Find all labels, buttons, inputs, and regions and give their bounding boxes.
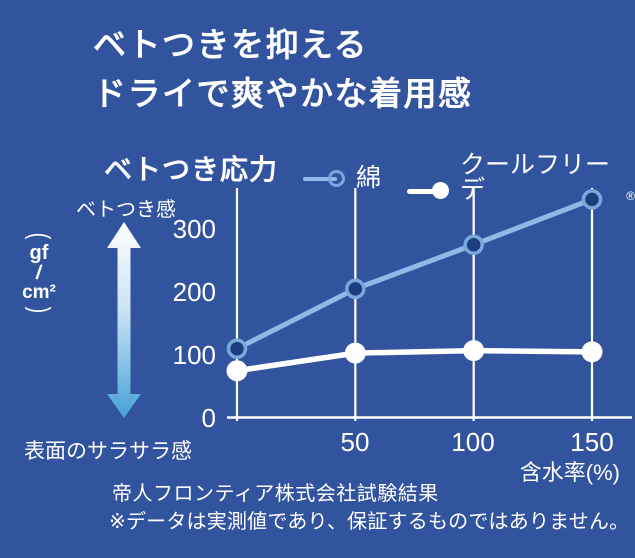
disclaimer-note: ※データは実測値であり、保証するものではありません。: [109, 511, 630, 533]
unit-numerator: gf: [29, 242, 49, 264]
data-point-cotton-100: [463, 234, 484, 255]
legend-label-coolfriede: クールフリーデ: [460, 151, 611, 204]
data-point-coolfriede-50: [344, 342, 366, 364]
data-point-coolfriede-0: [226, 360, 248, 382]
x-tick-150: 150: [570, 427, 614, 457]
series-line-cotton: [234, 196, 595, 352]
data-point-cotton-0: [226, 338, 248, 359]
legend-label-cotton: 綿: [356, 163, 382, 192]
main-title-line1: ベトつきを抑える: [93, 26, 369, 63]
chart-title: ベトつき応力: [104, 154, 279, 185]
data-point-cotton-150: [581, 189, 603, 210]
x-tick-100: 100: [451, 427, 495, 457]
chart-legend: 綿 クールフリーデ ®: [303, 153, 635, 203]
data-point-cotton-50: [345, 278, 366, 300]
legend-line: [303, 176, 337, 181]
filled-circle-line-icon: [407, 182, 450, 200]
data-point-coolfriede-150: [581, 341, 603, 363]
x-axis-title: 含水率(%): [519, 460, 620, 485]
main-title: ベトつきを抑える ドライで爽やかな着用感: [93, 20, 473, 118]
legend-item-cotton: 綿: [303, 163, 382, 192]
sticky-to-smooth-arrow-icon: [107, 222, 141, 418]
legend-circle: [328, 169, 345, 187]
main-title-line2: ドライで爽やかな着用感: [93, 75, 473, 112]
y-tick-300: 300: [172, 214, 216, 244]
y-axis-annotation-smooth: 表面のサラサラ感: [24, 440, 192, 463]
legend-item-coolfriede: クールフリーデ ®: [407, 153, 635, 203]
y-tick-0: 0: [201, 403, 216, 433]
registered-trademark-mark: ®: [626, 189, 635, 203]
legend-circle: [432, 182, 450, 199]
x-tick-50: 50: [340, 427, 370, 457]
y-tick-200: 200: [172, 277, 216, 307]
unit-denominator: cm²: [22, 282, 56, 303]
open-circle-line-icon: [303, 169, 345, 188]
data-point-coolfriede-100: [463, 340, 485, 362]
double-arrow-shape: [107, 222, 141, 418]
y-axis-annotation-sticky: ベトつき感: [76, 199, 176, 221]
series-line-coolfriede: [234, 347, 595, 374]
y-tick-100: 100: [172, 340, 216, 370]
y-axis-unit: ( gf / cm² ): [16, 229, 62, 317]
source-note: 帝人フロンティア株式会社試験結果: [112, 483, 439, 505]
legend-line: [407, 189, 442, 194]
